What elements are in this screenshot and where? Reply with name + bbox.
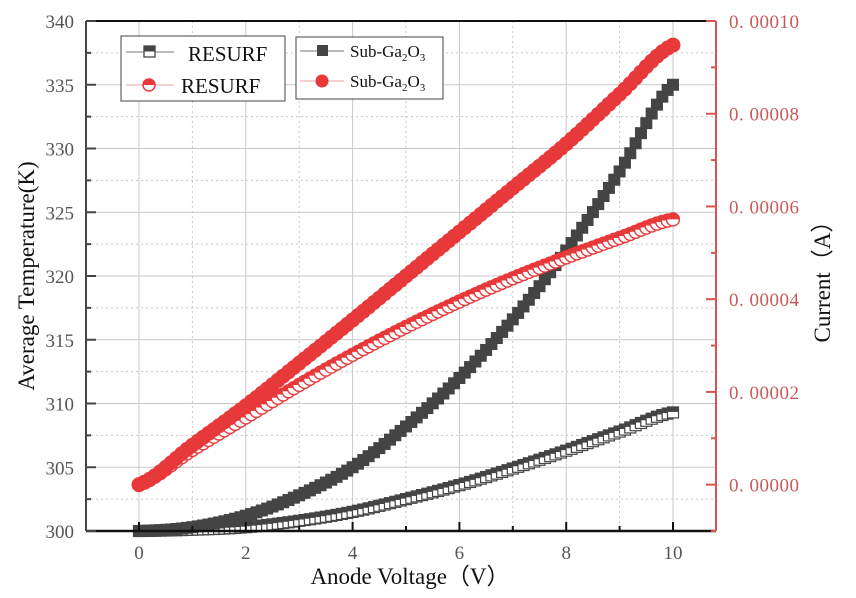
data-point (667, 78, 679, 91)
legend-label-sub-temp-main: Sub-Ga (350, 42, 402, 61)
x-axis-title: Anode Voltage（V） (310, 564, 509, 589)
data-point (665, 212, 681, 227)
series-sub-current (131, 37, 681, 493)
legend-label-sub-temp-sub2: 3 (420, 52, 426, 64)
legend-label-sub-current: Sub-Ga2O3 (350, 72, 426, 94)
y-right-tick-label: 0. 00000 (729, 476, 800, 497)
x-tick-label: 0 (134, 543, 144, 564)
x-tick-label: 6 (455, 543, 465, 564)
y-tick-label: 335 (46, 76, 75, 97)
y-right-axis-title: Current（A） (810, 210, 835, 343)
y-tick-label: 305 (46, 458, 75, 479)
x-tick-label: 10 (664, 543, 683, 564)
y-axis-title: Average Temperature(K) (14, 161, 39, 390)
data-point (634, 127, 647, 140)
data-point-fill (667, 406, 679, 412)
legend-label-resurf-current: RESURF (181, 74, 260, 98)
y-right-tick-label: 0. 00008 (729, 105, 800, 126)
legend-label-sub-current-sub1: 2 (402, 82, 408, 94)
y-tick-label: 325 (46, 203, 75, 224)
legend-label-sub-temp: Sub-Ga2O3 (350, 42, 426, 64)
x-tick-label: 2 (241, 543, 251, 564)
legend-label-resurf-temp: RESURF (188, 42, 267, 66)
y-right-tick-label: 0. 00002 (729, 383, 800, 404)
series-layer (131, 37, 681, 538)
y-tick-label: 315 (46, 331, 75, 352)
data-point (666, 406, 680, 419)
y-right-tick-label: 0. 00010 (729, 12, 800, 33)
legend-label-sub-current-sub2: 3 (420, 82, 426, 94)
data-point (501, 319, 514, 332)
ticks: 0 2 4 6 8 10 300 305 310 315 320 325 330 335 340 0. 000… (46, 12, 800, 564)
legend-label-sub-current-mid: O (407, 72, 419, 91)
data-point (640, 117, 653, 130)
x-tick-label: 8 (561, 543, 571, 564)
legend: RESURF RESURF Sub-Ga2O3 Sub-Ga2O3 (120, 35, 444, 102)
data-point (618, 156, 631, 169)
y-tick-label: 330 (46, 140, 75, 161)
y-tick-label: 320 (46, 267, 75, 288)
legend-marker-sub-temp (317, 45, 328, 56)
y-tick-label: 310 (46, 395, 75, 416)
legend-label-sub-temp-mid: O (407, 42, 419, 61)
legend-label-sub-temp-sub1: 2 (402, 52, 408, 64)
y-tick-label: 300 (46, 522, 75, 543)
x-tick-label: 4 (348, 543, 358, 564)
data-point (624, 147, 637, 160)
y-right-tick-label: 0. 00006 (729, 197, 800, 218)
legend-marker-resurf-temp (143, 45, 156, 58)
y-tick-label: 340 (46, 12, 75, 33)
data-point (665, 37, 681, 53)
legend-marker-sub-current (315, 74, 329, 88)
y-right-tick-label: 0. 00004 (729, 290, 800, 311)
legend-marker-resurf-current (142, 78, 156, 92)
legend-label-sub-current-main: Sub-Ga (350, 72, 402, 91)
data-point (629, 137, 642, 150)
data-point-fill (666, 212, 680, 220)
